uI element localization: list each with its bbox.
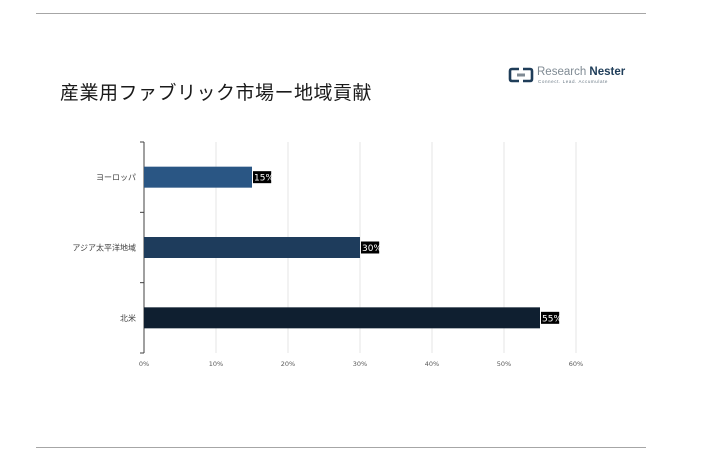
bar: [144, 307, 540, 329]
logo-tagline: Connect. Lead. Accumulate: [538, 79, 609, 84]
data-label: 55%: [542, 314, 562, 324]
x-tick-label: 20%: [281, 360, 295, 368]
data-label: 30%: [362, 244, 382, 254]
data-label-background: [253, 171, 272, 184]
category-label: アジア太平洋地域: [72, 243, 136, 253]
category-label: ヨーロッパ: [96, 173, 136, 182]
data-label-background: [541, 311, 560, 324]
x-tick-label: 10%: [209, 360, 223, 368]
x-tick-label: 50%: [497, 360, 511, 368]
category-label: 北米: [120, 313, 136, 323]
logo-name-part1: Research: [537, 66, 587, 78]
bar: [144, 237, 360, 258]
x-tick-label: 60%: [569, 360, 583, 368]
data-label: 15%: [254, 174, 274, 184]
logo-name-part2: Nester: [589, 66, 626, 78]
x-tick-label: 30%: [353, 360, 367, 368]
bar: [144, 166, 252, 188]
bottom-rule: [36, 447, 646, 448]
x-tick-label: 0%: [139, 360, 149, 368]
chart-title: 産業用ファブリック市場ー地域貢献: [60, 82, 373, 104]
logo-mark-icon: [508, 67, 534, 83]
x-tick-label: 40%: [425, 360, 439, 368]
data-label-background: [361, 241, 380, 254]
logo-wordmark: Research Nester: [537, 66, 625, 78]
top-rule: [36, 13, 646, 14]
